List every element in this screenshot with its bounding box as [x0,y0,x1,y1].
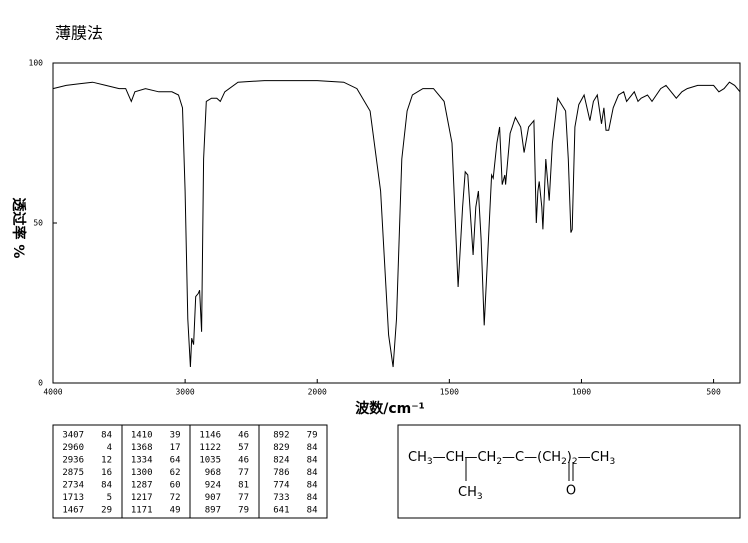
x-tick-label: 4000 [43,388,62,397]
carbonyl-oxygen: O [566,484,576,499]
peak-transmittance: 5 [107,493,112,503]
peak-transmittance: 81 [238,481,249,491]
peak-transmittance: 29 [101,506,112,516]
peak-wavenumber: 1467 [62,506,84,516]
peak-transmittance: 60 [170,481,181,491]
peak-transmittance: 84 [101,431,112,441]
subscript: 2 [572,457,578,467]
peak-wavenumber: 1217 [131,493,153,503]
peak-wavenumber: 892 [273,431,289,441]
peak-wavenumber: 1334 [131,456,153,466]
peak-transmittance: 17 [170,443,181,453]
peak-transmittance: 77 [238,493,249,503]
peak-transmittance: 64 [170,456,181,466]
peak-wavenumber: 907 [205,493,221,503]
peak-transmittance: 16 [101,468,112,478]
peak-wavenumber: 1146 [199,431,221,441]
peak-transmittance: 84 [307,443,318,453]
peak-transmittance: 84 [101,481,112,491]
peak-wavenumber: 786 [273,468,289,478]
peak-wavenumber: 641 [273,506,289,516]
x-tick-label: 1000 [572,388,591,397]
peak-wavenumber: 3407 [62,431,84,441]
x-tick-label: 3000 [175,388,194,397]
structure-frame [397,424,741,519]
structure-branch: CH3 [458,485,483,502]
y-axis-label: 透过率 % [10,198,27,259]
y-tick-label: 0 [38,379,43,388]
x-axis-label: 波数/cm⁻¹ [355,400,425,417]
peak-transmittance: 84 [307,493,318,503]
formula-part: —C—(CH [502,450,561,465]
peak-transmittance: 57 [238,443,249,453]
peak-transmittance: 84 [307,506,318,516]
peak-wavenumber: 2960 [62,443,84,453]
peak-wavenumber: 733 [273,493,289,503]
peak-transmittance: 49 [170,506,181,516]
peak-wavenumber: 2734 [62,481,84,491]
peak-transmittance: 46 [238,456,249,466]
peak-transmittance: 84 [307,481,318,491]
formula-part: —CH—CH [433,450,497,465]
formula-part: CH [458,485,477,500]
peak-transmittance: 84 [307,468,318,478]
peak-wavenumber: 774 [273,481,289,491]
peak-wavenumber: 1035 [199,456,221,466]
formula-part: ) [567,450,572,465]
peak-transmittance: 46 [238,431,249,441]
peak-wavenumber: 1410 [131,431,153,441]
subscript: 2 [496,457,502,467]
subscript: 3 [477,492,483,502]
peak-wavenumber: 824 [273,456,289,466]
peak-wavenumber: 829 [273,443,289,453]
peak-wavenumber: 968 [205,468,221,478]
peak-wavenumber: 897 [205,506,221,516]
x-tick-label: 500 [706,388,721,397]
peak-transmittance: 84 [307,456,318,466]
y-tick-label: 50 [33,219,43,228]
formula-part: —CH [578,450,610,465]
x-tick-label: 1500 [440,388,459,397]
peak-transmittance: 39 [170,431,181,441]
peak-transmittance: 79 [238,506,249,516]
peak-wavenumber: 924 [205,481,221,491]
peak-transmittance: 62 [170,468,181,478]
peak-wavenumber: 1171 [131,506,153,516]
peak-wavenumber: 1300 [131,468,153,478]
structure-main: CH3—CH—CH2—C—(CH2)2—CH3 [408,450,615,467]
subscript: 3 [427,457,433,467]
spectrum-line [52,80,741,368]
subscript: 3 [609,457,615,467]
peak-transmittance: 77 [238,468,249,478]
peak-wavenumber: 1368 [131,443,153,453]
peak-transmittance: 4 [107,443,112,453]
peak-wavenumber: 1713 [62,493,84,503]
peak-wavenumber: 1122 [199,443,221,453]
peak-transmittance: 79 [307,431,318,441]
subscript: 2 [561,457,567,467]
peak-transmittance: 12 [101,456,112,466]
peak-wavenumber: 2936 [62,456,84,466]
peak-transmittance: 72 [170,493,181,503]
plot-frame [52,62,741,384]
chart-title: 薄膜法 [55,24,103,43]
peak-wavenumber: 2875 [62,468,84,478]
formula-part: CH [408,450,427,465]
x-tick-label: 2000 [308,388,327,397]
y-tick-label: 100 [29,59,44,68]
peak-wavenumber: 1287 [131,481,153,491]
